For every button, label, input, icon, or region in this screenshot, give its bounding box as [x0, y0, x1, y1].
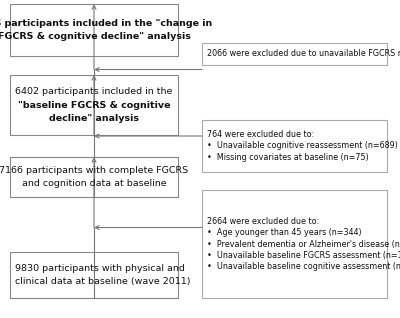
- Text: "baseline FGCRS & cognitive: "baseline FGCRS & cognitive: [18, 100, 170, 109]
- Bar: [10, 75, 178, 135]
- Text: FGCRS & cognitive decline" analysis: FGCRS & cognitive decline" analysis: [0, 32, 190, 41]
- Text: •  Prevalent dementia or Alzheimer's disease (n=184): • Prevalent dementia or Alzheimer's dise…: [207, 239, 400, 248]
- Text: decline" analysis: decline" analysis: [49, 114, 139, 123]
- Bar: [10, 4, 178, 56]
- Text: 9830 participants with physical and: 9830 participants with physical and: [15, 264, 185, 273]
- Text: and cognition data at baseline: and cognition data at baseline: [22, 179, 166, 188]
- Text: 7166 participants with complete FGCRS: 7166 participants with complete FGCRS: [0, 166, 188, 175]
- Bar: [10, 252, 178, 298]
- Text: •  Missing covariates at baseline (n=75): • Missing covariates at baseline (n=75): [207, 153, 369, 162]
- Text: 2664 were excluded due to:: 2664 were excluded due to:: [207, 217, 319, 226]
- Text: 4336 participants included in the "change in: 4336 participants included in the "chang…: [0, 19, 213, 28]
- Text: 764 were excluded due to:: 764 were excluded due to:: [207, 130, 314, 139]
- Text: •  Unavailable cognitive reassessment (n=689): • Unavailable cognitive reassessment (n=…: [207, 142, 398, 150]
- Text: •  Unavailable baseline cognitive assessment (n=1990): • Unavailable baseline cognitive assessm…: [207, 262, 400, 271]
- Bar: [10, 157, 178, 197]
- Text: 6402 participants included in the: 6402 participants included in the: [15, 87, 173, 96]
- Text: •  Unavailable baseline FGCRS assessment (n=146): • Unavailable baseline FGCRS assessment …: [207, 251, 400, 260]
- Bar: [202, 190, 387, 298]
- Text: clinical data at baseline (wave 2011): clinical data at baseline (wave 2011): [15, 277, 190, 286]
- Text: 2066 were excluded due to unavailable FGCRS reassessment: 2066 were excluded due to unavailable FG…: [207, 50, 400, 59]
- Bar: [202, 43, 387, 65]
- Text: •  Age younger than 45 years (n=344): • Age younger than 45 years (n=344): [207, 228, 362, 237]
- Bar: [202, 120, 387, 172]
